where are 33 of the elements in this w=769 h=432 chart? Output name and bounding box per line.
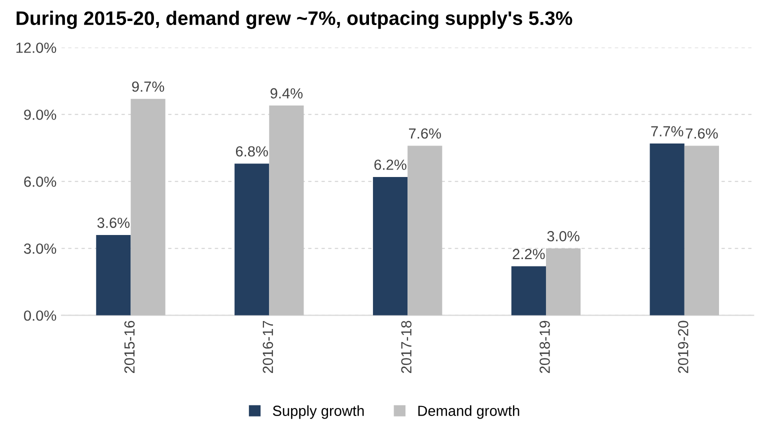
y-tick-label: 9.0% [24,110,56,120]
chart-title: During 2015-20, demand grew ~7%, outpacing supply's 5.3% [16,10,572,30]
bar [546,248,581,316]
data-label: 2.2% [512,248,545,260]
data-label: 7.6% [686,128,718,139]
bar [269,106,304,316]
x-tick-label: 2016-17 [262,320,274,373]
legend-label: Supply growth [272,405,364,419]
data-label: 3.0% [547,231,580,242]
data-label: 6.8% [236,146,268,157]
x-tick-label: 2017-18 [401,320,412,373]
data-label: 9.7% [132,81,164,92]
data-label: 3.6% [97,218,130,228]
legend-label: Demand growth [418,405,520,419]
bar [234,164,270,316]
bar [96,235,131,316]
y-tick-label: 6.0% [24,176,56,187]
data-label: 7.6% [409,128,441,139]
y-tick-label: 3.0% [24,244,56,254]
data-label: 9.4% [270,88,303,99]
bar [684,146,720,316]
bar [408,146,442,316]
y-tick-label: 12.0% [16,42,56,53]
y-tick-label: 0.0% [24,310,56,321]
x-tick-label: 2015-16 [124,320,135,373]
bar [130,98,166,316]
bar [650,143,684,316]
x-tick-label: 2018-19 [540,320,550,373]
bar [511,266,546,316]
data-label: 7.7% [651,126,684,136]
x-tick-label: 2019-20 [678,320,688,373]
bar [372,176,408,316]
data-label: 6.2% [374,160,406,170]
